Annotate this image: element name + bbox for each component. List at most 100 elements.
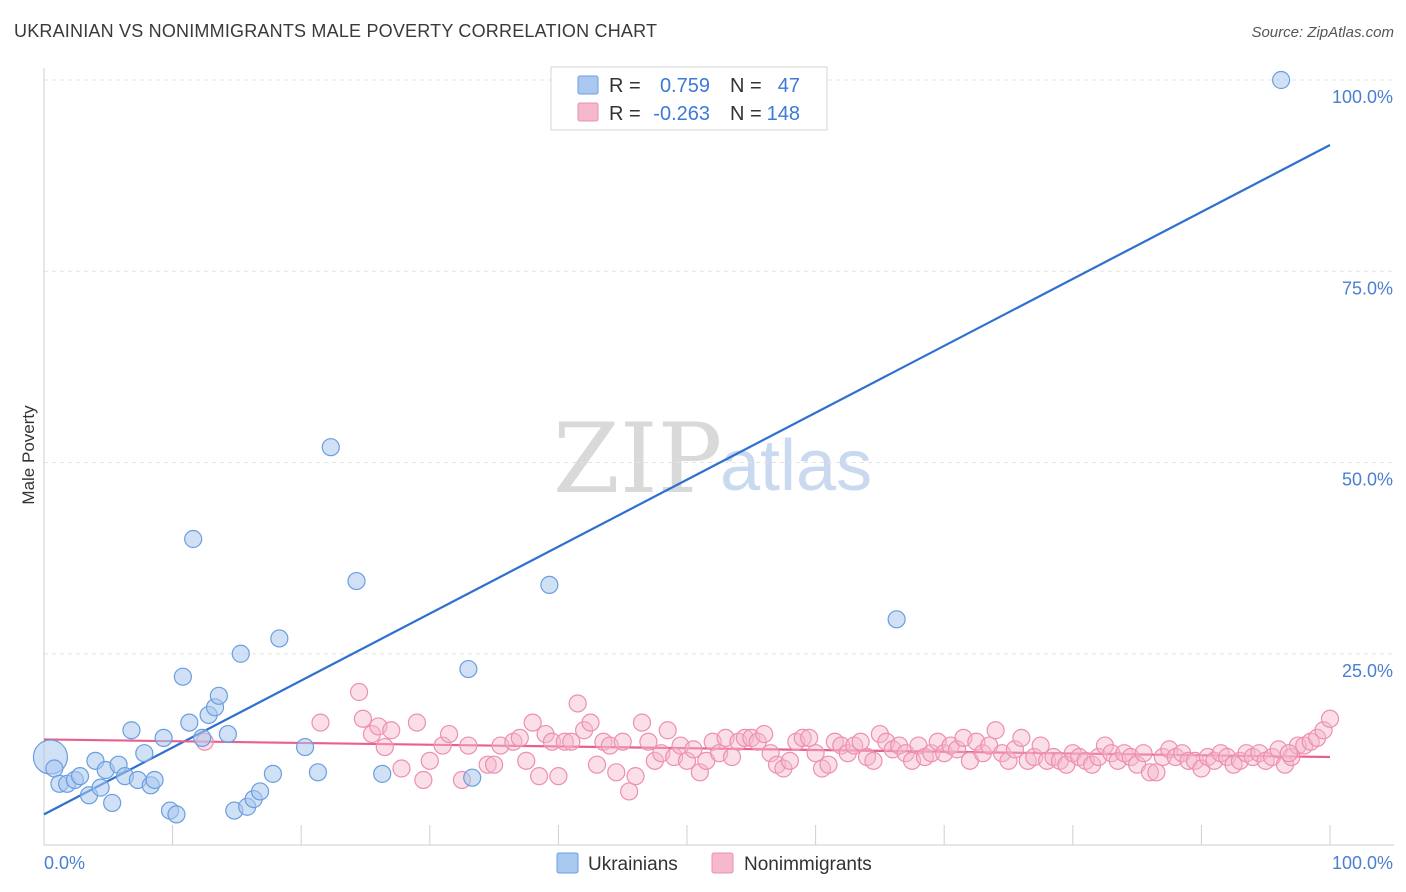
legend-r-value-2: -0.263 bbox=[653, 103, 710, 125]
ukrainians-point bbox=[270, 629, 289, 648]
ukrainians-point bbox=[321, 438, 340, 457]
trend-lines bbox=[43, 144, 1331, 816]
nonimmigrants-point bbox=[684, 740, 703, 759]
bottom-legend-label-nonimmigrants: Nonimmigrants bbox=[744, 854, 872, 875]
bottom-legend-label-ukrainians: Ukrainians bbox=[588, 854, 678, 875]
ukrainians-point bbox=[145, 770, 164, 790]
nonimmigrants-point bbox=[353, 709, 373, 728]
nonimmigrants-point bbox=[459, 736, 478, 755]
legend-swatch-nonimmigrants bbox=[577, 102, 599, 122]
nonimmigrants-point bbox=[530, 767, 549, 786]
ukrainians-point bbox=[218, 724, 237, 744]
ukrainians-points bbox=[32, 70, 1291, 824]
nonimmigrants-point bbox=[761, 744, 780, 763]
gridlines bbox=[44, 79, 1394, 655]
nonimmigrants-point bbox=[549, 767, 568, 786]
ukrainians-point bbox=[122, 721, 141, 740]
nonimmigrants-point bbox=[806, 744, 825, 763]
legend-n-value-1: 47 bbox=[778, 75, 800, 97]
bottom-legend-swatch-nonimmigrants bbox=[711, 852, 734, 874]
nonimmigrants-point bbox=[420, 751, 439, 770]
ukrainians-point bbox=[193, 728, 212, 748]
nonimmigrants-point bbox=[414, 770, 433, 790]
ukrainians-point bbox=[209, 686, 228, 705]
ukrainians-point bbox=[154, 728, 173, 748]
nonimmigrants-point bbox=[485, 755, 504, 774]
nonimmigrants-point bbox=[581, 713, 600, 732]
nonimmigrants-point bbox=[407, 713, 427, 732]
nonimmigrants-point bbox=[349, 682, 369, 702]
nonimmigrants-point bbox=[780, 751, 799, 770]
nonimmigrants-point bbox=[542, 732, 562, 751]
ukrainians-point bbox=[135, 744, 154, 763]
nonimmigrants-point bbox=[800, 728, 819, 748]
bottom-legend-swatch-ukrainians bbox=[556, 852, 579, 874]
x-tick-label-min: 0.0% bbox=[44, 853, 85, 873]
legend-swatch-ukrainians bbox=[577, 75, 599, 95]
legend-r-label-2: R = bbox=[609, 103, 641, 125]
nonimmigrants-point bbox=[375, 737, 394, 757]
nonimmigrants-point bbox=[626, 767, 645, 786]
nonimmigrants-point bbox=[677, 751, 697, 770]
nonimmigrants-point bbox=[1134, 744, 1153, 763]
nonimmigrants-point bbox=[632, 713, 652, 732]
ukrainians-point bbox=[167, 805, 186, 824]
nonimmigrants-point bbox=[1140, 763, 1160, 782]
nonimmigrants-point bbox=[607, 763, 626, 782]
ukrainians-point bbox=[263, 764, 283, 783]
nonimmigrants-points bbox=[195, 682, 1340, 801]
ukrainians-point bbox=[347, 571, 366, 591]
nonimmigrants-point bbox=[1147, 763, 1166, 782]
ukrainians-point bbox=[540, 575, 559, 595]
nonimmigrants-point bbox=[613, 732, 632, 751]
y-tick-label: 25.0% bbox=[1342, 661, 1393, 681]
nonimmigrants-point bbox=[755, 724, 774, 744]
y-tick-labels: 25.0% 50.0% 75.0% 100.0% bbox=[1332, 87, 1393, 681]
ukrainians-point bbox=[231, 644, 250, 663]
series-legend: Ukrainians Nonimmigrants bbox=[556, 852, 872, 875]
ukrainians-point bbox=[45, 759, 64, 778]
ukrainians-point bbox=[250, 782, 270, 801]
nonimmigrants-point bbox=[793, 728, 812, 748]
nonimmigrants-point bbox=[722, 747, 742, 767]
nonimmigrants-point bbox=[311, 713, 330, 732]
nonimmigrants-point bbox=[1320, 709, 1340, 728]
legend-n-label-1: N = bbox=[730, 75, 762, 97]
watermark-zip: ZIP bbox=[553, 403, 722, 515]
legend-r-label-1: R = bbox=[609, 75, 641, 97]
nonimmigrants-point bbox=[658, 721, 677, 740]
ukrainians-point bbox=[459, 659, 478, 679]
ukrainians-trend-line bbox=[43, 144, 1331, 816]
ukrainians-point bbox=[70, 767, 90, 786]
ukrainians-point bbox=[373, 764, 392, 783]
nonimmigrants-point bbox=[392, 759, 411, 778]
nonimmigrants-point bbox=[1012, 728, 1031, 748]
ukrainians-point bbox=[295, 737, 315, 757]
nonimmigrants-point bbox=[999, 751, 1018, 770]
nonimmigrants-point bbox=[555, 732, 574, 751]
nonimmigrants-point bbox=[922, 744, 941, 763]
nonimmigrants-point bbox=[478, 755, 497, 774]
nonimmigrants-point bbox=[510, 728, 529, 748]
ukrainians-point bbox=[463, 768, 482, 787]
ukrainians-point bbox=[184, 529, 203, 549]
nonimmigrants-point bbox=[947, 740, 967, 759]
ukrainians-point bbox=[173, 667, 192, 686]
nonimmigrants-point bbox=[433, 736, 452, 755]
nonimmigrants-point bbox=[986, 721, 1005, 740]
legend-n-label-2: N = bbox=[730, 103, 762, 125]
nonimmigrants-point bbox=[517, 751, 536, 770]
nonimmigrants-point bbox=[562, 732, 581, 751]
nonimmigrants-point bbox=[1314, 721, 1333, 740]
nonimmigrants-point bbox=[523, 713, 542, 732]
ukrainians-point bbox=[180, 713, 199, 732]
nonimmigrants-point bbox=[587, 755, 607, 774]
nonimmigrants-point bbox=[1031, 736, 1050, 755]
chart-title: UKRAINIAN VS NONIMMIGRANTS MALE POVERTY … bbox=[14, 21, 658, 41]
nonimmigrants-point bbox=[1005, 740, 1025, 759]
axes bbox=[43, 68, 1394, 846]
ukrainians-point bbox=[308, 763, 328, 782]
y-tick-label: 50.0% bbox=[1342, 470, 1393, 490]
nonimmigrants-point bbox=[864, 751, 883, 770]
nonimmigrants-point bbox=[690, 763, 709, 782]
